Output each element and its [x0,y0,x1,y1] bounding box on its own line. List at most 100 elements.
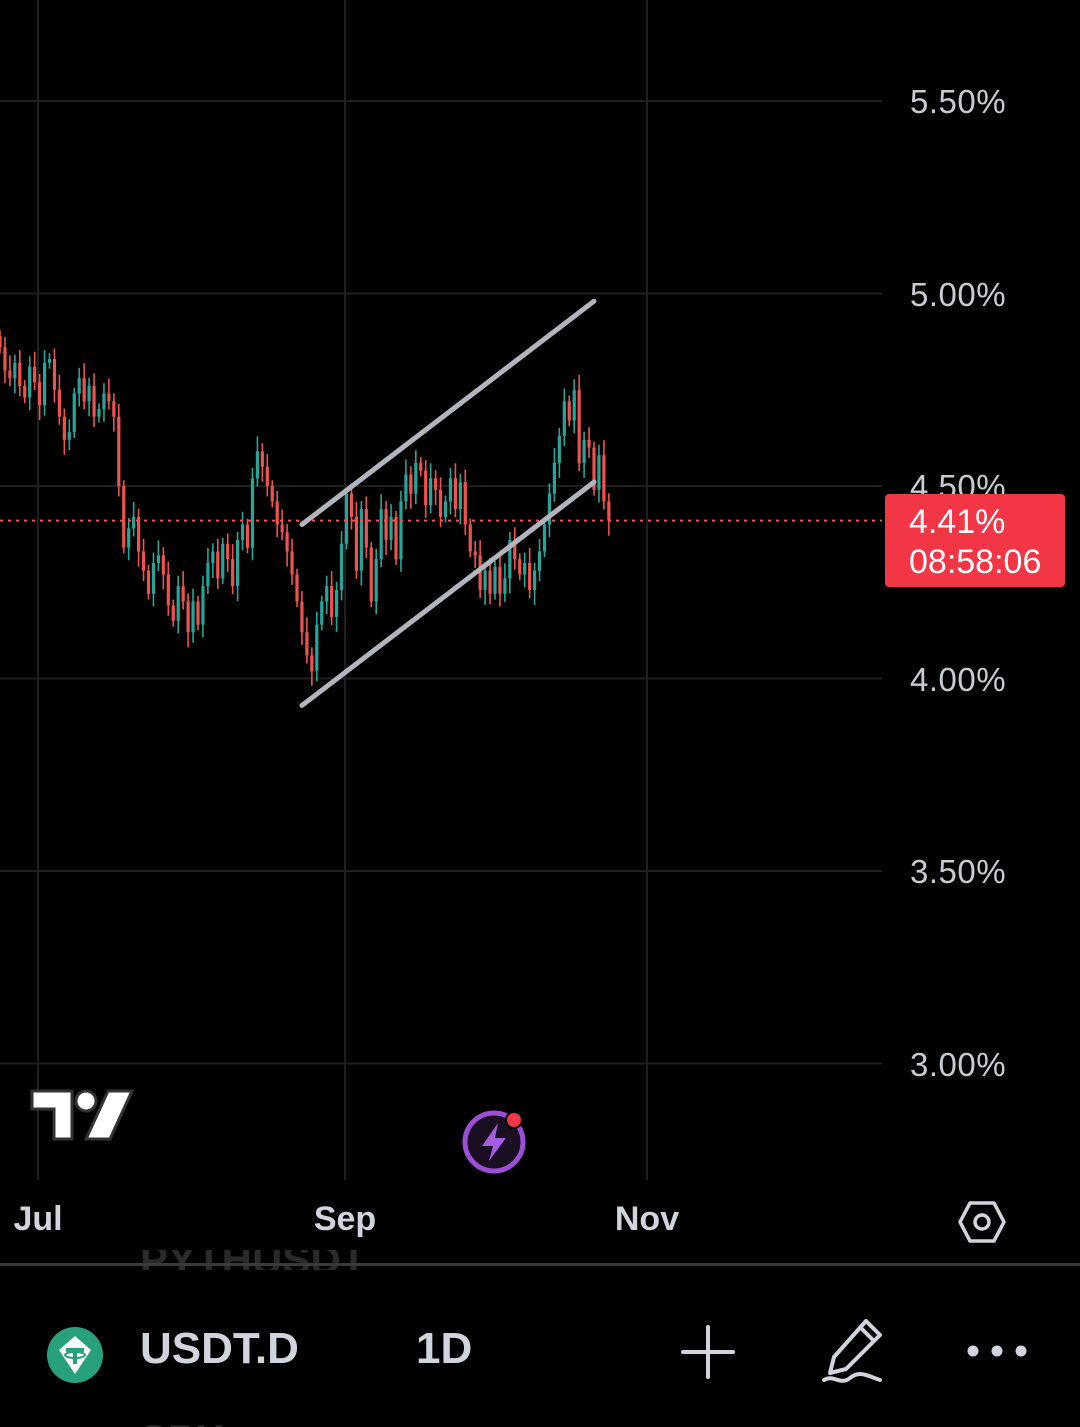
candle-body [137,516,141,552]
candle-body [597,455,601,490]
tether-icon[interactable] [46,1326,104,1384]
candle-body [127,528,131,548]
candle-body [161,555,165,575]
candle-body [562,401,566,436]
candle-body [577,389,581,463]
bar-countdown: 08:58:06 [909,543,1042,581]
candle-body [280,524,284,533]
interval-button[interactable]: 1D [416,1324,473,1373]
candle-body [339,543,344,590]
candle-body [206,563,210,587]
candle-body [493,566,497,594]
candle-body [285,532,289,552]
candle-body [344,493,349,544]
candle-body [231,559,235,587]
candle-body [379,509,383,560]
candle-body [245,524,250,548]
time-axis[interactable]: Jul Sep Nov [0,1180,1080,1265]
candle-body [47,358,52,363]
candle-body [186,601,190,633]
candle-body [325,586,329,602]
candle-body [320,601,324,625]
candle-body [250,478,255,548]
candle-body [463,482,467,525]
current-price: 4.41% [909,503,1006,541]
candle-body [97,409,101,417]
candle-body [602,455,606,502]
candle-body [453,478,457,510]
candle-body [547,493,552,525]
candle-body [191,601,195,633]
candle-body [176,586,180,621]
candle-body [503,578,507,594]
plus-icon[interactable] [680,1324,736,1380]
candle-body [335,589,339,617]
candle-body [468,524,472,552]
candle-body [270,486,274,502]
candle-body [0,335,2,348]
x-tick-label: Nov [614,1200,680,1238]
candle-body [156,555,160,563]
candle-body [513,539,517,560]
candle-body [404,474,408,502]
candle-body [587,439,591,448]
candle-body [92,385,96,417]
pencil-icon[interactable] [820,1316,886,1386]
candle-body [13,362,17,379]
hexagon-settings-icon[interactable] [958,1198,1006,1246]
trendline [299,479,597,708]
candle-body [438,489,443,517]
candle-body [295,574,299,602]
candle-body [552,462,556,494]
tradingview-logo[interactable] [30,1087,134,1143]
candle-body [458,482,462,510]
candle-body [498,566,502,594]
candle-body [300,601,304,633]
lightning-icon[interactable] [460,1108,528,1176]
candle-body [122,486,126,548]
candle-body [399,501,403,560]
candle-body [62,416,66,440]
candle-body [394,516,398,560]
candle-body [508,539,512,579]
candle-body [359,509,363,571]
candle-body [42,362,47,406]
candle-body [8,370,12,379]
current-price-tag: 4.41% 08:58:06 [885,494,1065,587]
candle-body [33,366,37,383]
candle-body [67,432,71,440]
symbol-button[interactable]: USDT.D [140,1324,299,1373]
candle-body [483,570,487,590]
candle-body [315,624,319,671]
candle-body [384,509,388,540]
more-dots-icon[interactable] [965,1336,1029,1366]
candle-body [582,439,586,463]
candle-body [305,632,309,656]
trendline [299,298,597,527]
candle-body [166,574,170,606]
chart-area[interactable] [0,0,1080,1180]
candle-body [448,478,453,502]
candle-body [23,385,27,398]
candle-body [275,501,279,525]
candle-body [52,358,57,390]
candle-body [349,493,354,517]
candle-body [181,586,185,602]
candle-body [409,474,413,494]
candle-body [82,378,86,402]
x-tick-label: Sep [313,1200,377,1238]
candle-body [107,393,111,402]
y-tick-label: 3.50% [910,853,1007,890]
candle-body [146,570,151,594]
candle-body [221,543,225,579]
candle-body [38,382,42,406]
candle-body [572,389,576,421]
y-tick-label: 3.00% [910,1046,1007,1083]
candle-body [369,547,373,602]
chart-canvas[interactable] [0,0,1080,1180]
candle-body [607,501,611,521]
candle-body [226,543,230,560]
candle-body [364,509,368,548]
candle-body [201,586,205,625]
candle-body [523,563,527,575]
